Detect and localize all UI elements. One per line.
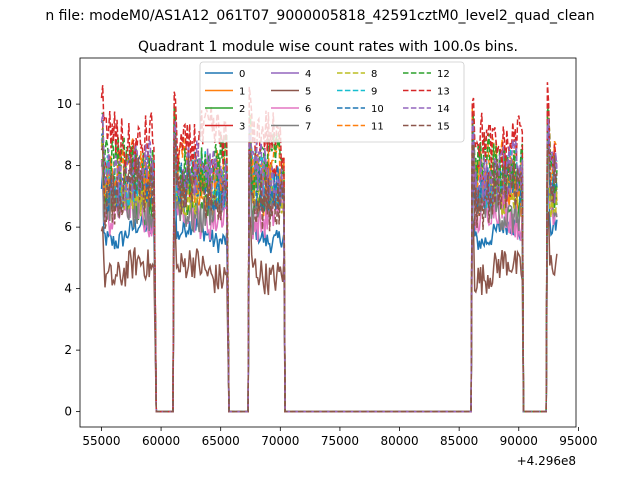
x-tick-label: 75000	[321, 434, 359, 448]
legend-label-2: 2	[239, 104, 245, 115]
x-tick-label: 55000	[82, 434, 120, 448]
y-axis-ticks: 0 2 4 6 8 10	[57, 97, 80, 419]
y-tick-label: 10	[57, 97, 72, 111]
legend-label-4: 4	[305, 69, 311, 80]
legend-label-10: 10	[371, 104, 384, 115]
legend-label-13: 13	[437, 87, 450, 98]
legend-label-11: 11	[371, 122, 384, 133]
y-tick-label: 2	[64, 343, 72, 357]
x-tick-label: 80000	[380, 434, 418, 448]
x-tick-label: 65000	[202, 434, 240, 448]
legend-label-8: 8	[371, 69, 377, 80]
x-tick-label: 70000	[261, 434, 299, 448]
y-tick-label: 6	[64, 220, 72, 234]
x-axis-ticks: 55000 60000 65000 70000 75000 80000 85000 90000…	[82, 427, 597, 448]
series-lines	[100, 82, 558, 413]
legend-label-1: 1	[239, 87, 245, 98]
chart-suptitle: n file: modeM0/AS1A12_061T07_9000005818_…	[45, 8, 594, 24]
x-tick-label: 85000	[440, 434, 478, 448]
legend-label-0: 0	[239, 69, 245, 80]
legend-label-14: 14	[437, 104, 450, 115]
series-line-14	[100, 113, 558, 413]
y-tick-label: 0	[64, 405, 72, 419]
legend-label-9: 9	[371, 87, 377, 98]
legend-label-5: 5	[305, 87, 311, 98]
legend-box	[199, 61, 465, 143]
legend-label-3: 3	[239, 122, 245, 133]
y-tick-label: 8	[64, 159, 72, 173]
x-tick-label: 95000	[559, 434, 597, 448]
legend-label-6: 6	[305, 104, 311, 115]
plot-frame	[79, 57, 577, 428]
x-tick-label: 60000	[142, 434, 180, 448]
series-line-15	[100, 135, 558, 413]
legend-label-15: 15	[437, 122, 450, 133]
legend-label-7: 7	[305, 122, 311, 133]
x-tick-label: 90000	[500, 434, 538, 448]
series-line-13	[100, 82, 558, 413]
x-offset-label: +4.296e8	[517, 454, 576, 468]
chart-title: Quadrant 1 module wise count rates with …	[138, 39, 518, 55]
y-tick-label: 4	[64, 282, 72, 296]
legend-label-12: 12	[437, 69, 450, 80]
